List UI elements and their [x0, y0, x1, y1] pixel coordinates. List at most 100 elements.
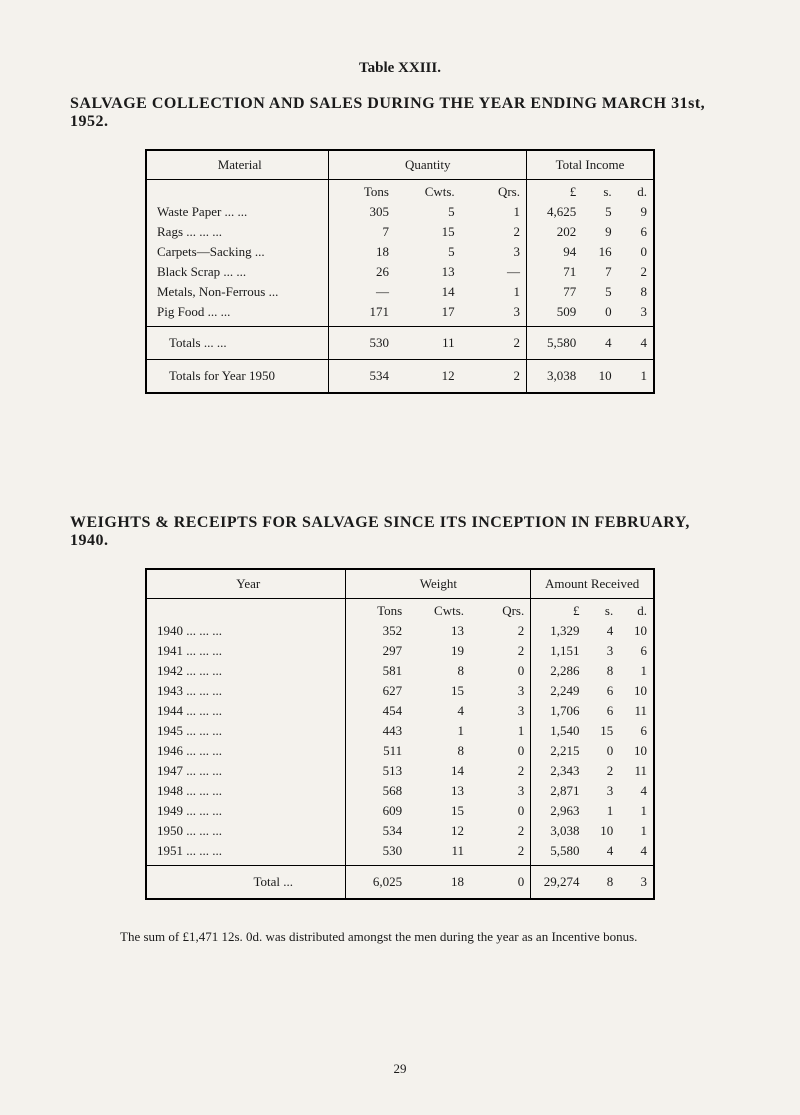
table-row-tons: 581: [346, 661, 408, 681]
sub-l: £: [526, 180, 582, 203]
year-totals-label: Totals for Year 1950: [146, 360, 329, 394]
table-row-cwts: 5: [395, 242, 461, 262]
table-row-d: 9: [618, 202, 654, 222]
totals-d: 4: [618, 327, 654, 360]
table-row-cwts: 8: [408, 741, 470, 761]
table-row-d: 6: [618, 222, 654, 242]
year-totals-tons: 534: [329, 360, 395, 394]
table-row-qrs: 0: [470, 661, 531, 681]
table-row-d: 8: [618, 282, 654, 302]
col-quantity: Quantity: [329, 150, 527, 180]
table-row-qrs: 3: [461, 242, 527, 262]
table-row-qrs: 1: [461, 202, 527, 222]
table-row-d: 10: [619, 621, 654, 641]
page-number: 29: [0, 1061, 800, 1077]
table-row-cwts: 13: [408, 621, 470, 641]
table-row-s: 6: [586, 701, 620, 721]
sub-qrs: Qrs.: [461, 180, 527, 203]
table-row-s: 5: [582, 282, 617, 302]
table-row-s: 0: [586, 741, 620, 761]
table-row-tons: 534: [346, 821, 408, 841]
table-row-qrs: 2: [470, 841, 531, 866]
table-row-l: 3,038: [531, 821, 586, 841]
table-row-d: 4: [619, 841, 654, 866]
table-row-d: 6: [619, 721, 654, 741]
grand-total-d: 3: [619, 866, 654, 900]
table-row-s: 16: [582, 242, 617, 262]
table-row-cwts: 4: [408, 701, 470, 721]
table-row-material: Metals, Non-Ferrous ...: [146, 282, 329, 302]
table-row-tons: 352: [346, 621, 408, 641]
table-row-cwts: 5: [395, 202, 461, 222]
table-row-s: 5: [582, 202, 617, 222]
grand-total-cwts: 18: [408, 866, 470, 900]
table-row-s: 7: [582, 262, 617, 282]
table-row-qrs: 2: [470, 821, 531, 841]
table-row-year: 1940 ... ... ...: [146, 621, 346, 641]
table-row-d: 4: [619, 781, 654, 801]
table-row-d: 2: [618, 262, 654, 282]
table-row-l: 2,215: [531, 741, 586, 761]
table-row-s: 9: [582, 222, 617, 242]
table-row-cwts: 17: [395, 302, 461, 327]
table-row-cwts: 1: [408, 721, 470, 741]
table-row-qrs: 3: [470, 681, 531, 701]
grand-total-qrs: 0: [470, 866, 531, 900]
table-row-cwts: 8: [408, 661, 470, 681]
table-row-tons: 627: [346, 681, 408, 701]
totals-qrs: 2: [461, 327, 527, 360]
grand-total-s: 8: [586, 866, 620, 900]
year-totals-d: 1: [618, 360, 654, 394]
table-row-year: 1943 ... ... ...: [146, 681, 346, 701]
table-row-qrs: 3: [461, 302, 527, 327]
table-row-cwts: 12: [408, 821, 470, 841]
table-row-tons: 454: [346, 701, 408, 721]
table-row-s: 8: [586, 661, 620, 681]
table-row-d: 1: [619, 801, 654, 821]
table-row-tons: 26: [329, 262, 395, 282]
table-row-l: 4,625: [526, 202, 582, 222]
table-row-cwts: 14: [408, 761, 470, 781]
col-year: Year: [146, 569, 346, 599]
sub-l: £: [531, 599, 586, 622]
table-row-s: 0: [582, 302, 617, 327]
table-row-qrs: 0: [470, 741, 531, 761]
table-row-tons: 530: [346, 841, 408, 866]
table-row-qrs: 2: [470, 621, 531, 641]
sub-s: s.: [586, 599, 620, 622]
table-row-cwts: 13: [395, 262, 461, 282]
table-row-tons: 609: [346, 801, 408, 821]
table-row-d: 1: [619, 821, 654, 841]
table-row-s: 4: [586, 841, 620, 866]
year-totals-l: 3,038: [526, 360, 582, 394]
table-row-l: 1,151: [531, 641, 586, 661]
table-row-material: Pig Food ... ...: [146, 302, 329, 327]
table-label: Table XXIII.: [70, 60, 730, 77]
table-row-tons: 568: [346, 781, 408, 801]
table-row-d: 1: [619, 661, 654, 681]
table-row-year: 1944 ... ... ...: [146, 701, 346, 721]
table-row-tons: 511: [346, 741, 408, 761]
table-row-tons: 7: [329, 222, 395, 242]
totals-l: 5,580: [526, 327, 582, 360]
table-row-l: 1,706: [531, 701, 586, 721]
table-row-year: 1941 ... ... ...: [146, 641, 346, 661]
table-row-tons: 443: [346, 721, 408, 741]
table-row-l: 77: [526, 282, 582, 302]
table-row-l: 2,871: [531, 781, 586, 801]
table-row-cwts: 13: [408, 781, 470, 801]
table-row-qrs: 2: [461, 222, 527, 242]
table-row-d: 11: [619, 701, 654, 721]
table-row-year: 1945 ... ... ...: [146, 721, 346, 741]
table-row-d: 0: [618, 242, 654, 262]
table-row-cwts: 15: [408, 681, 470, 701]
table-row-l: 5,580: [531, 841, 586, 866]
table-row-s: 15: [586, 721, 620, 741]
table-row-year: 1949 ... ... ...: [146, 801, 346, 821]
table-row-s: 1: [586, 801, 620, 821]
table-row-d: 3: [618, 302, 654, 327]
table-row-material: Rags ... ... ...: [146, 222, 329, 242]
table-row-d: 10: [619, 741, 654, 761]
table-row-qrs: 1: [461, 282, 527, 302]
totals-cwts: 11: [395, 327, 461, 360]
